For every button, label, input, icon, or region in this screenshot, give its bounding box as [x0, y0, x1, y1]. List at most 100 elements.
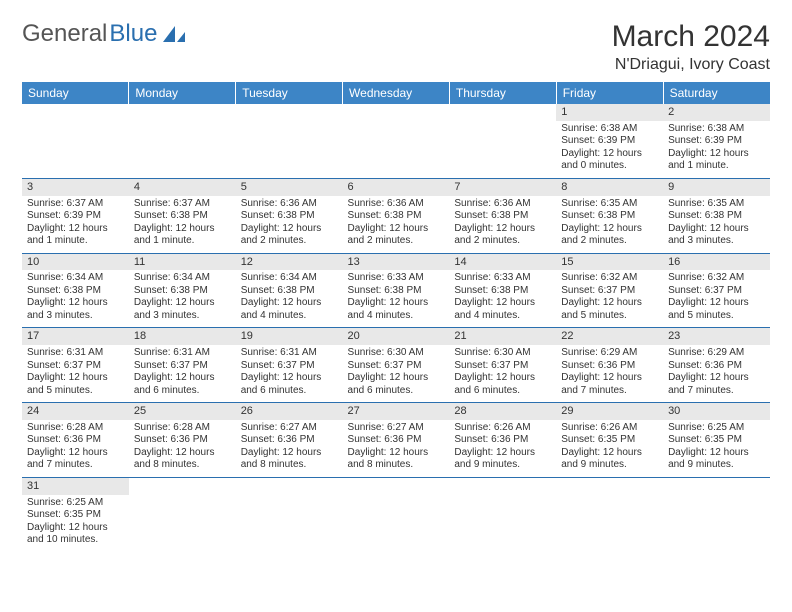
calendar-week-row: 1Sunrise: 6:38 AMSunset: 6:39 PMDaylight… — [22, 104, 770, 178]
day-number: 2 — [663, 104, 770, 121]
calendar-cell: 24Sunrise: 6:28 AMSunset: 6:36 PMDayligh… — [22, 403, 129, 478]
calendar-cell — [449, 104, 556, 178]
sunrise-line: Sunrise: 6:35 AM — [668, 198, 765, 211]
calendar-cell: 29Sunrise: 6:26 AMSunset: 6:35 PMDayligh… — [556, 403, 663, 478]
daylight-line: Daylight: 12 hours and 8 minutes. — [348, 447, 445, 472]
sunrise-line: Sunrise: 6:26 AM — [454, 422, 551, 435]
day-number: 10 — [22, 254, 129, 271]
daylight-line: Daylight: 12 hours and 9 minutes. — [668, 447, 765, 472]
calendar-cell: 8Sunrise: 6:35 AMSunset: 6:38 PMDaylight… — [556, 178, 663, 253]
day-number: 28 — [449, 403, 556, 420]
day-number: 23 — [663, 328, 770, 345]
calendar-cell: 21Sunrise: 6:30 AMSunset: 6:37 PMDayligh… — [449, 328, 556, 403]
sunrise-line: Sunrise: 6:27 AM — [348, 422, 445, 435]
day-number: 26 — [236, 403, 343, 420]
day-number: 20 — [343, 328, 450, 345]
sunrise-line: Sunrise: 6:37 AM — [134, 198, 231, 211]
calendar-cell: 25 Sunrise: 6:28 AMSunset: 6:36 PMDayligh… — [129, 403, 236, 478]
day-number: 14 — [449, 254, 556, 271]
calendar-cell: 23Sunrise: 6:29 AMSunset: 6:36 PMDayligh… — [663, 328, 770, 403]
calendar-cell: 4Sunrise: 6:37 AMSunset: 6:38 PMDaylight… — [129, 178, 236, 253]
calendar-week-row: 17Sunrise: 6:31 AMSunset: 6:37 PMDayligh… — [22, 328, 770, 403]
sunset-line: Sunset: 6:38 PM — [454, 210, 551, 223]
day-number: 25 — [129, 403, 236, 420]
daylight-line: Daylight: 12 hours and 6 minutes. — [134, 372, 231, 397]
sunset-line: Sunset: 6:36 PM — [134, 434, 231, 447]
daylight-line: Daylight: 12 hours and 4 minutes. — [348, 297, 445, 322]
day-header-row: SundayMondayTuesdayWednesdayThursdayFrid… — [22, 82, 770, 104]
sunset-line: Sunset: 6:37 PM — [241, 360, 338, 373]
calendar-cell — [556, 477, 663, 551]
sunset-line: Sunset: 6:36 PM — [454, 434, 551, 447]
daylight-line: Daylight: 12 hours and 2 minutes. — [241, 223, 338, 248]
daylight-line: Daylight: 12 hours and 6 minutes. — [241, 372, 338, 397]
daylight-line: Daylight: 12 hours and 7 minutes. — [561, 372, 658, 397]
calendar-table: SundayMondayTuesdayWednesdayThursdayFrid… — [22, 82, 770, 552]
sunset-line: Sunset: 6:37 PM — [27, 360, 124, 373]
sunrise-line: Sunrise: 6:30 AM — [348, 347, 445, 360]
daylight-line: Daylight: 12 hours and 1 minute. — [27, 223, 124, 248]
day-number: 24 — [22, 403, 129, 420]
daylight-line: Daylight: 12 hours and 5 minutes. — [561, 297, 658, 322]
daylight-line: Daylight: 12 hours and 5 minutes. — [27, 372, 124, 397]
daylight-line: Daylight: 12 hours and 2 minutes. — [454, 223, 551, 248]
brand-logo: GeneralBlue — [22, 20, 187, 48]
calendar-cell: 2Sunrise: 6:38 AMSunset: 6:39 PMDaylight… — [663, 104, 770, 178]
day-number: 8 — [556, 179, 663, 196]
calendar-week-row: 10Sunrise: 6:34 AMSunset: 6:38 PMDayligh… — [22, 253, 770, 328]
calendar-cell: 17Sunrise: 6:31 AMSunset: 6:37 PMDayligh… — [22, 328, 129, 403]
daylight-line: Daylight: 12 hours and 5 minutes. — [668, 297, 765, 322]
sunset-line: Sunset: 6:39 PM — [668, 135, 765, 148]
sunset-line: Sunset: 6:36 PM — [668, 360, 765, 373]
sunrise-line: Sunrise: 6:36 AM — [241, 198, 338, 211]
day-number: 1 — [556, 104, 663, 121]
calendar-cell: 27Sunrise: 6:27 AMSunset: 6:36 PMDayligh… — [343, 403, 450, 478]
day-number: 7 — [449, 179, 556, 196]
sunset-line: Sunset: 6:37 PM — [134, 360, 231, 373]
calendar-cell — [129, 477, 236, 551]
sail-icon — [161, 24, 187, 44]
sunset-line: Sunset: 6:36 PM — [241, 434, 338, 447]
day-header: Friday — [556, 82, 663, 104]
day-number: 30 — [663, 403, 770, 420]
month-title: March 2024 — [612, 20, 770, 54]
day-number: 17 — [22, 328, 129, 345]
daylight-line: Daylight: 12 hours and 0 minutes. — [561, 148, 658, 173]
sunset-line: Sunset: 6:35 PM — [27, 509, 124, 522]
calendar-cell: 18Sunrise: 6:31 AMSunset: 6:37 PMDayligh… — [129, 328, 236, 403]
calendar-page: GeneralBlue March 2024 N'Driagui, Ivory … — [0, 0, 792, 572]
sunrise-line: Sunrise: 6:25 AM — [27, 497, 124, 510]
calendar-cell: 1Sunrise: 6:38 AMSunset: 6:39 PMDaylight… — [556, 104, 663, 178]
sunset-line: Sunset: 6:36 PM — [27, 434, 124, 447]
sunrise-line: Sunrise: 6:36 AM — [454, 198, 551, 211]
calendar-cell: 20Sunrise: 6:30 AMSunset: 6:37 PMDayligh… — [343, 328, 450, 403]
day-header: Saturday — [663, 82, 770, 104]
sunrise-line: Sunrise: 6:34 AM — [134, 272, 231, 285]
sunrise-line: Sunrise: 6:34 AM — [27, 272, 124, 285]
sunset-line: Sunset: 6:35 PM — [561, 434, 658, 447]
calendar-cell: 7 Sunrise: 6:36 AMSunset: 6:38 PMDaylight… — [449, 178, 556, 253]
sunrise-line: Sunrise: 6:33 AM — [454, 272, 551, 285]
sunrise-line: Sunrise: 6:37 AM — [27, 198, 124, 211]
daylight-line: Daylight: 12 hours and 2 minutes. — [348, 223, 445, 248]
day-header: Monday — [129, 82, 236, 104]
calendar-cell — [343, 104, 450, 178]
day-number: 31 — [22, 478, 129, 495]
calendar-cell — [22, 104, 129, 178]
sunrise-line: Sunrise: 6:28 AM — [134, 422, 231, 435]
daylight-line: Daylight: 12 hours and 10 minutes. — [27, 522, 124, 547]
calendar-cell: 15Sunrise: 6:32 AMSunset: 6:37 PMDayligh… — [556, 253, 663, 328]
day-number: 12 — [236, 254, 343, 271]
sunrise-line: Sunrise: 6:26 AM — [561, 422, 658, 435]
sunrise-line: Sunrise: 6:32 AM — [561, 272, 658, 285]
daylight-line: Daylight: 12 hours and 3 minutes. — [27, 297, 124, 322]
brand-text-general: General — [22, 20, 107, 48]
calendar-cell: 10Sunrise: 6:34 AMSunset: 6:38 PMDayligh… — [22, 253, 129, 328]
sunrise-line: Sunrise: 6:27 AM — [241, 422, 338, 435]
daylight-line: Daylight: 12 hours and 8 minutes. — [134, 447, 231, 472]
calendar-body: 1Sunrise: 6:38 AMSunset: 6:39 PMDaylight… — [22, 104, 770, 552]
day-header: Sunday — [22, 82, 129, 104]
sunrise-line: Sunrise: 6:36 AM — [348, 198, 445, 211]
sunset-line: Sunset: 6:38 PM — [134, 210, 231, 223]
sunset-line: Sunset: 6:37 PM — [668, 285, 765, 298]
